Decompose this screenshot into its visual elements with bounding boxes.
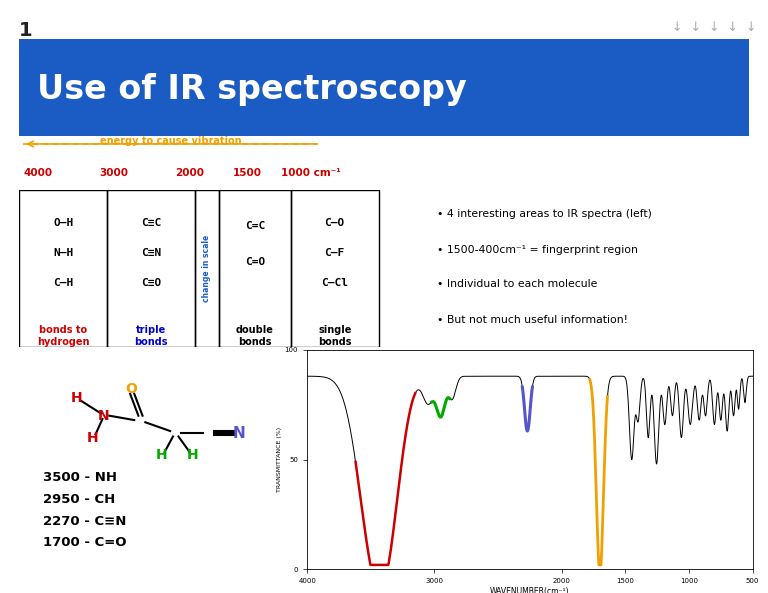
Text: • 4 interesting areas to IR spectra (left): • 4 interesting areas to IR spectra (lef… <box>436 209 651 219</box>
Text: C—H: C—H <box>53 278 73 288</box>
Text: C≡O: C≡O <box>141 278 161 288</box>
Text: H: H <box>71 391 82 405</box>
Text: triple
bonds: triple bonds <box>134 325 167 346</box>
Text: C—Cl: C—Cl <box>321 278 348 288</box>
Text: H: H <box>187 448 198 462</box>
Text: 1500: 1500 <box>233 168 262 178</box>
Text: H: H <box>156 448 167 462</box>
Text: 2270 - C≡N: 2270 - C≡N <box>43 515 127 528</box>
Text: 1: 1 <box>19 21 33 40</box>
Text: O—H: O—H <box>53 218 73 228</box>
Text: 1700 - C=O: 1700 - C=O <box>43 537 127 550</box>
Text: 3500 - NH: 3500 - NH <box>43 471 117 484</box>
Text: C≡C: C≡C <box>141 218 161 228</box>
Text: bonds to
hydrogen: bonds to hydrogen <box>37 325 89 346</box>
Text: • Individual to each molecule: • Individual to each molecule <box>436 279 597 289</box>
Text: C=C: C=C <box>245 221 265 231</box>
Text: energy to cause vibration: energy to cause vibration <box>100 136 242 146</box>
X-axis label: WAVENUMBER(cm⁻¹): WAVENUMBER(cm⁻¹) <box>490 587 570 593</box>
Bar <box>291 190 379 347</box>
Text: C—F: C—F <box>325 248 345 258</box>
Bar <box>219 190 291 347</box>
Bar <box>107 190 195 347</box>
Text: 1000 cm⁻¹: 1000 cm⁻¹ <box>281 168 340 178</box>
Text: N: N <box>98 409 110 423</box>
Text: • 1500-400cm⁻¹ = fingerprint region: • 1500-400cm⁻¹ = fingerprint region <box>436 245 637 255</box>
Text: N: N <box>233 426 246 441</box>
Text: ↓  ↓  ↓  ↓  ↓: ↓ ↓ ↓ ↓ ↓ <box>672 21 756 34</box>
Bar <box>19 190 107 347</box>
Y-axis label: TRANSMITTANCE (%): TRANSMITTANCE (%) <box>277 427 282 492</box>
Text: double
bonds: double bonds <box>236 325 273 346</box>
Text: C=O: C=O <box>245 257 265 267</box>
Text: 2950 - CH: 2950 - CH <box>43 493 115 506</box>
Text: C≡N: C≡N <box>141 248 161 258</box>
Text: H: H <box>87 431 98 445</box>
Text: C—O: C—O <box>325 218 345 228</box>
Text: • But not much useful information!: • But not much useful information! <box>436 315 627 326</box>
Text: N—H: N—H <box>53 248 73 258</box>
Text: change in scale: change in scale <box>203 235 211 302</box>
Text: Use of IR spectroscopy: Use of IR spectroscopy <box>38 73 467 106</box>
Text: 3000: 3000 <box>99 168 128 178</box>
Text: 4000: 4000 <box>23 168 52 178</box>
Text: 2000: 2000 <box>175 168 204 178</box>
Bar <box>195 190 219 347</box>
Text: single
bonds: single bonds <box>318 325 352 346</box>
Text: O: O <box>125 382 137 396</box>
